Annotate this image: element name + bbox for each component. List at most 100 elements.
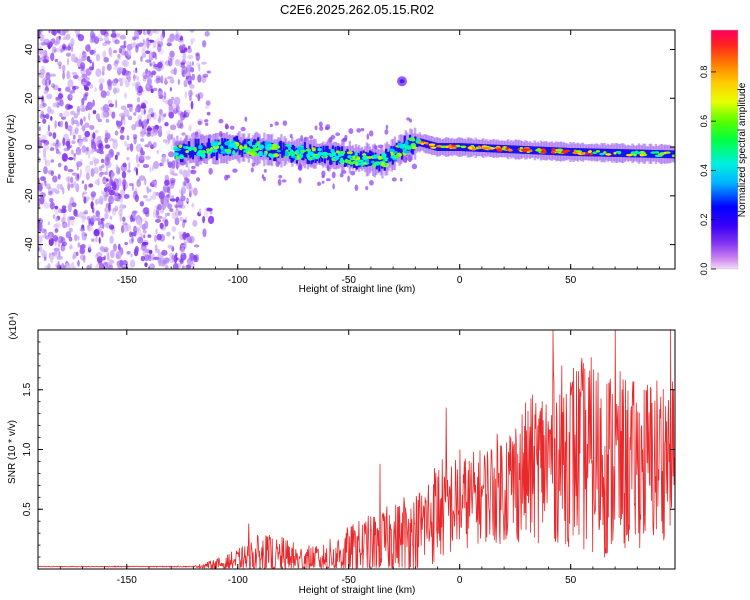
band-core: [571, 148, 574, 156]
band-scatter: [407, 155, 412, 162]
noise-speckle: [124, 140, 128, 147]
band-scatter: [218, 130, 223, 138]
noise-speckle: [42, 118, 47, 124]
noise-speckle: [48, 237, 54, 247]
noise-speckle: [71, 128, 77, 137]
band-scatter: [360, 127, 365, 132]
band-core: [178, 147, 181, 157]
band-core: [283, 148, 287, 157]
spectrogram-x-label: Height of straight line (km): [299, 284, 416, 295]
noise-speckle: [62, 46, 66, 50]
band-core: [532, 146, 536, 155]
x-tick-label: 50: [565, 275, 577, 286]
noise-speckle: [140, 147, 144, 155]
noise-speckle: [63, 212, 67, 222]
noise-speckle: [135, 143, 142, 153]
noise-speckle: [98, 78, 105, 84]
noise-speckle: [88, 243, 92, 251]
noise-speckle: [120, 47, 126, 56]
noise-speckle: [160, 110, 163, 117]
noise-speckle: [150, 195, 154, 201]
noise-speckle: [104, 222, 110, 229]
noise-speckle: [174, 204, 179, 208]
noise-speckle: [95, 263, 100, 269]
noise-speckle: [95, 217, 102, 221]
band-core: [203, 146, 207, 155]
noise-speckle: [67, 104, 74, 109]
band-scatter: [326, 178, 331, 182]
noise-speckle: [81, 180, 85, 184]
noise-speckle: [145, 82, 152, 89]
noise-speckle: [171, 254, 174, 263]
noise-speckle: [170, 69, 177, 75]
noise-speckle: [154, 128, 158, 135]
noise-speckle: [113, 66, 120, 71]
noise-speckle: [115, 191, 119, 196]
band-scatter: [218, 118, 224, 124]
noise-speckle: [156, 79, 159, 85]
band-core: [194, 138, 197, 155]
noise-speckle: [163, 184, 170, 193]
noise-speckle: [134, 245, 139, 253]
noise-speckle: [152, 61, 156, 67]
noise-speckle: [147, 109, 150, 114]
band-scatter: [368, 130, 374, 137]
band-blob: [214, 142, 218, 148]
noise-speckle: [126, 103, 130, 109]
noise-speckle: [38, 183, 43, 192]
noise-speckle: [135, 44, 139, 53]
noise-speckle: [60, 183, 63, 191]
noise-speckle: [178, 210, 182, 216]
noise-speckle: [111, 208, 116, 216]
noise-speckle: [167, 244, 174, 249]
band-hotspot: [592, 151, 597, 155]
noise-speckle: [152, 209, 157, 218]
band-hotspot: [603, 151, 607, 154]
noise-speckle: [115, 250, 122, 260]
noise-speckle: [144, 262, 148, 268]
noise-speckle: [178, 231, 181, 235]
noise-speckle: [38, 220, 41, 224]
noise-speckle: [110, 259, 115, 264]
band-scatter: [244, 116, 248, 122]
band-core: [346, 148, 349, 161]
noise-speckle: [156, 149, 160, 155]
noise-speckle: [84, 130, 91, 138]
band-core: [620, 149, 623, 158]
noise-speckle: [181, 59, 186, 65]
band-core: [241, 142, 244, 157]
band-hotspot: [522, 149, 527, 153]
noise-speckle: [182, 114, 186, 118]
band-blob: [372, 154, 379, 159]
noise-speckle: [65, 52, 72, 57]
noise-speckle: [189, 252, 195, 261]
noise-speckle: [103, 255, 106, 261]
noise-speckle: [135, 31, 140, 40]
band-blob: [220, 148, 226, 151]
band-hotspot: [497, 149, 503, 152]
noise-speckle: [41, 99, 45, 104]
noise-speckle: [60, 263, 65, 269]
noise-speckle: [85, 172, 90, 181]
noise-speckle: [162, 154, 166, 161]
x-tick-label: -100: [228, 275, 248, 286]
band-scatter: [300, 134, 304, 142]
noise-speckle: [38, 235, 43, 244]
band-blob: [357, 162, 362, 166]
noise-speckle: [177, 78, 181, 85]
band-scatter: [411, 163, 418, 170]
noise-speckle: [86, 101, 93, 111]
noise-speckle: [119, 134, 125, 140]
noise-speckle: [197, 74, 202, 83]
noise-speckle: [122, 179, 127, 187]
noise-speckle: [79, 118, 83, 126]
band-blob: [225, 141, 231, 146]
noise-speckle: [71, 140, 76, 145]
y-tick-label: 1.0: [22, 442, 33, 456]
band-core: [287, 146, 291, 155]
band-core: [466, 143, 469, 152]
noise-speckle: [57, 87, 62, 92]
noise-speckle: [62, 153, 68, 162]
noise-speckle: [174, 217, 180, 226]
noise-speckle: [195, 52, 200, 57]
